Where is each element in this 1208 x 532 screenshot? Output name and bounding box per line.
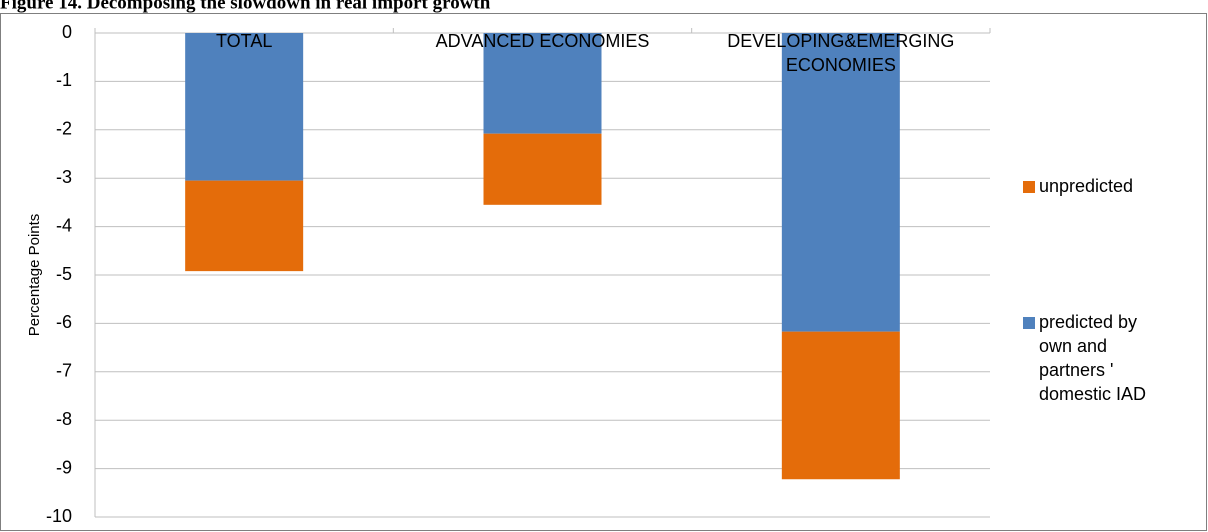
- bar-segment: [781, 331, 900, 480]
- y-tick-label: -5: [56, 264, 72, 284]
- legend-label: predicted by own and partners ' domestic IA…: [1039, 312, 1146, 404]
- legend-label: unpredicted: [1039, 176, 1133, 196]
- chart-title: Figure 14. Decomposing the slowdown in r…: [0, 0, 491, 13]
- x-tick-label: ADVANCED ECONOMIES: [436, 31, 650, 51]
- y-tick-label: -2: [56, 119, 72, 139]
- chart-frame: [0, 13, 1207, 531]
- bar-segment: [781, 33, 900, 332]
- legend-swatch: [1023, 181, 1035, 193]
- y-tick-label: -10: [46, 506, 72, 526]
- bar-segment: [483, 33, 602, 134]
- y-tick-label: -6: [56, 312, 72, 332]
- y-tick-label: -3: [56, 167, 72, 187]
- y-tick-label: -1: [56, 70, 72, 90]
- y-axis-label: Percentage Points: [26, 214, 43, 337]
- y-tick-label: -4: [56, 215, 72, 235]
- bar-segment: [185, 33, 304, 181]
- x-tick-label: TOTAL: [216, 31, 272, 51]
- y-tick-label: -7: [56, 361, 72, 381]
- bar-segment: [185, 180, 304, 272]
- bar-segment: [483, 133, 602, 205]
- legend-swatch: [1023, 317, 1035, 329]
- y-tick-label: -9: [56, 457, 72, 477]
- y-tick-label: 0: [62, 22, 72, 42]
- y-tick-label: -8: [56, 409, 72, 429]
- x-tick-label: DEVELOPING&EMERGING ECONOMIES: [727, 31, 954, 75]
